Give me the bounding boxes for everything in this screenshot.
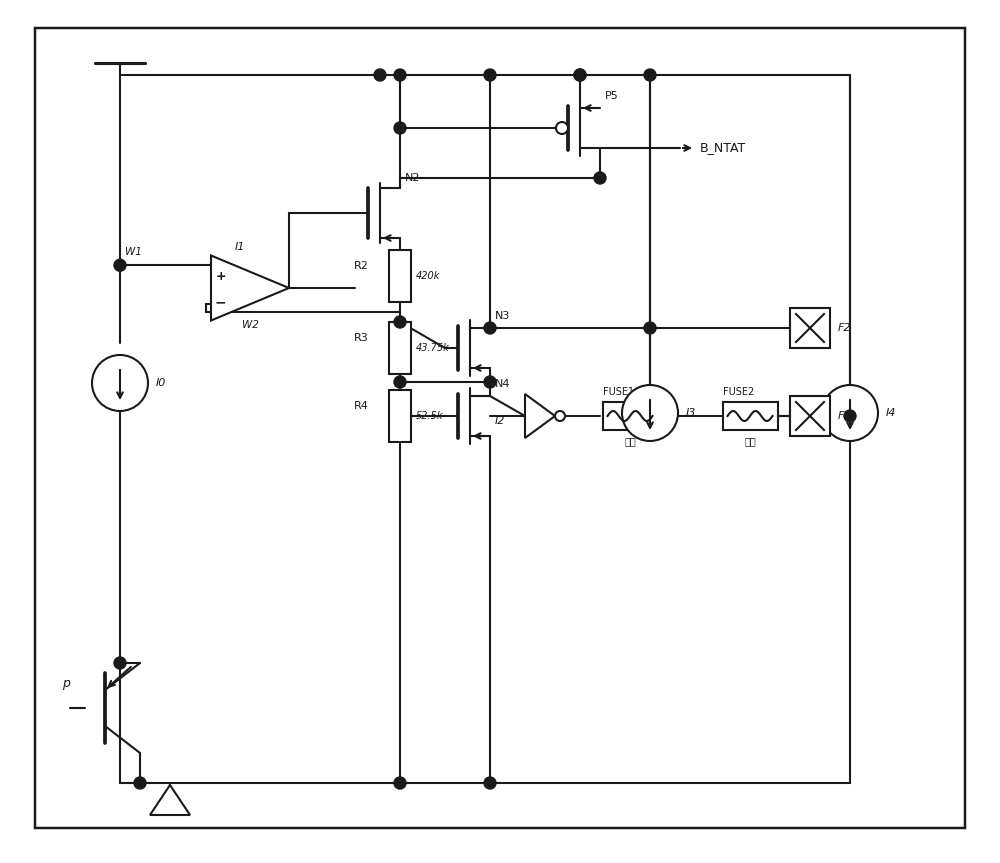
Text: N3: N3 [495,311,510,321]
FancyBboxPatch shape [722,402,778,430]
FancyBboxPatch shape [790,308,830,348]
Circle shape [114,259,126,271]
Text: P5: P5 [605,91,619,101]
Circle shape [394,777,406,789]
FancyBboxPatch shape [389,250,411,302]
Text: 非断: 非断 [744,436,756,446]
Text: I1: I1 [235,243,245,252]
Circle shape [594,172,606,184]
Text: F1: F1 [838,411,851,421]
Circle shape [822,385,878,441]
Text: N4: N4 [495,379,511,389]
Text: 52.5k: 52.5k [416,411,444,421]
Circle shape [556,122,568,134]
Text: I0: I0 [156,378,166,388]
Circle shape [484,376,496,388]
Circle shape [114,657,126,669]
Text: R4: R4 [354,401,369,411]
Circle shape [574,69,586,81]
Text: FUSE1: FUSE1 [602,387,634,397]
Text: p: p [62,677,70,690]
Polygon shape [150,785,190,815]
Text: +: + [215,270,226,283]
Text: N2: N2 [405,173,420,183]
Circle shape [134,777,146,789]
Text: W2: W2 [242,320,258,330]
Text: R3: R3 [354,333,369,343]
FancyBboxPatch shape [790,396,830,436]
Polygon shape [525,394,555,438]
Text: F2: F2 [838,323,851,333]
Circle shape [394,69,406,81]
Text: I4: I4 [886,408,896,418]
Text: 420k: 420k [416,271,440,281]
FancyBboxPatch shape [389,322,411,374]
Text: R2: R2 [354,261,369,271]
Circle shape [394,316,406,328]
Circle shape [644,322,656,334]
Text: B_NTAT: B_NTAT [700,142,746,154]
FancyBboxPatch shape [602,402,657,430]
Circle shape [484,69,496,81]
Text: I3: I3 [686,408,696,418]
Circle shape [574,69,586,81]
Circle shape [484,777,496,789]
Circle shape [394,122,406,134]
Text: W1: W1 [125,248,142,257]
Circle shape [374,69,386,81]
FancyBboxPatch shape [389,390,411,442]
Circle shape [622,385,678,441]
Circle shape [644,69,656,81]
Circle shape [844,410,856,422]
Circle shape [484,322,496,334]
Circle shape [555,411,565,421]
Circle shape [394,376,406,388]
Text: 43.75k: 43.75k [416,343,450,353]
Text: I2: I2 [495,416,505,426]
Circle shape [92,355,148,411]
Text: −: − [215,295,227,309]
Text: 熔断: 熔断 [624,436,636,446]
Text: FUSE2: FUSE2 [722,387,754,397]
Polygon shape [211,255,289,320]
